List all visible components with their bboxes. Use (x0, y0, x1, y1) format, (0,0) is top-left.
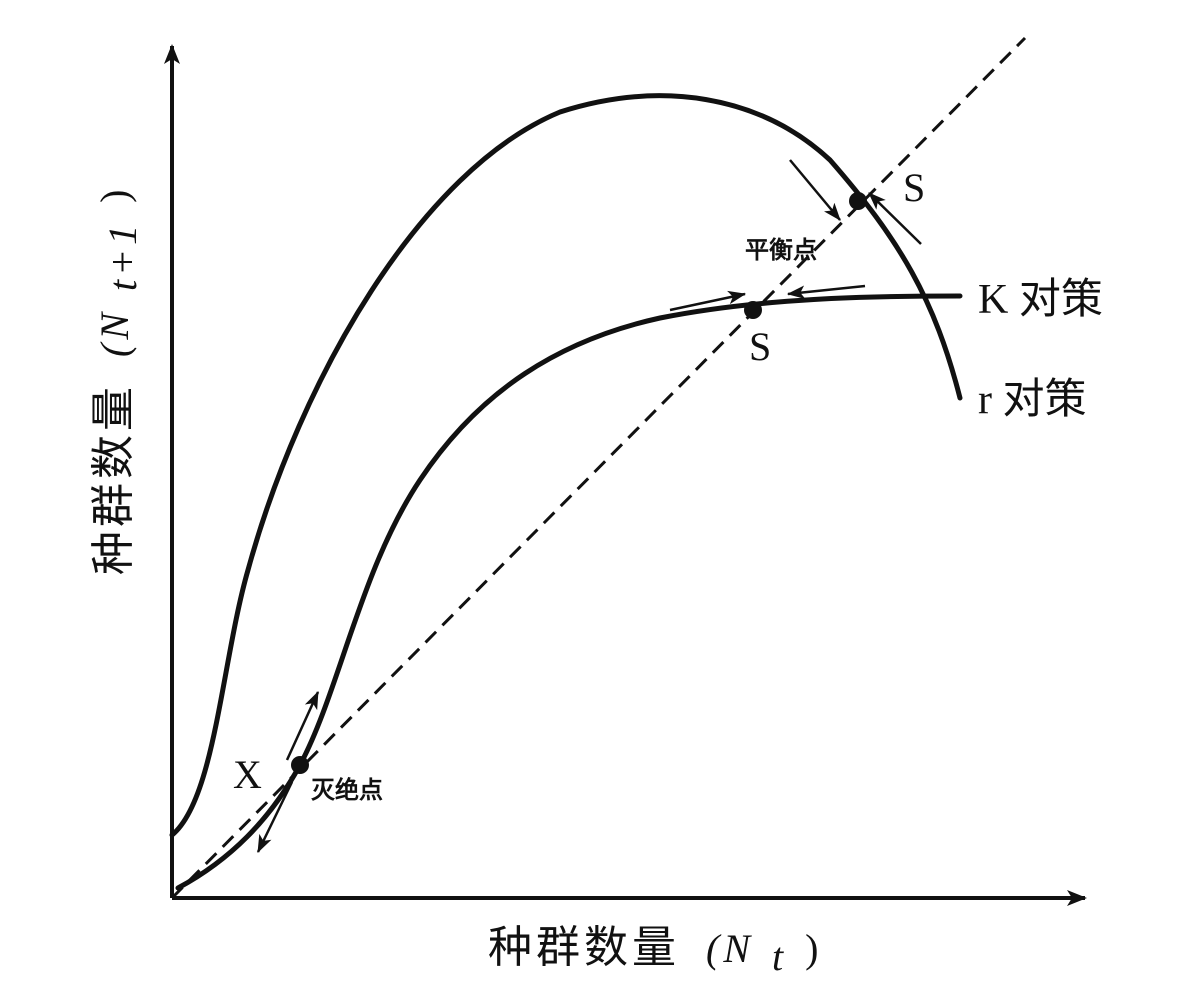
extinction-point-label: 灭绝点 (311, 776, 383, 804)
r-strategy-label: r 对策 (978, 377, 1087, 423)
y-axis-symbol: (N (92, 309, 137, 357)
k-right-arrow (786, 284, 866, 299)
x-axis-subscript: t (772, 934, 787, 979)
r-strategy-curve (169, 93, 963, 838)
replacement-diagonal-line (170, 36, 1027, 900)
extinction-down-arrow (256, 781, 294, 854)
r-lower-arrow (868, 192, 922, 245)
x-axis-close: ) (805, 926, 822, 971)
y-axis-label-text: 种群数量 (88, 383, 139, 575)
extinction-up-arrow (285, 690, 320, 761)
r-upper-arrow (789, 159, 841, 221)
equilibrium-point-label: 平衡点 (745, 236, 817, 264)
r-stable-marker: S (903, 165, 925, 210)
k-stable-marker: S (749, 324, 771, 369)
x-axis-label: 种群数量 (N t ) (488, 922, 822, 981)
x-axis-symbol: (N (706, 926, 754, 971)
extinction-point (291, 756, 309, 774)
k-stable-equilibrium-point (744, 301, 762, 319)
y-axis-subscript: t+1 (100, 221, 145, 291)
extinction-marker: X (233, 752, 262, 797)
k-left-arrow (669, 290, 747, 312)
x-axis-label-text: 种群数量 (488, 922, 680, 973)
y-axis-label: 种群数量 (N t+1 ) (88, 186, 147, 575)
k-strategy-curve (175, 293, 963, 891)
y-axis-close: ) (92, 186, 137, 203)
k-strategy-label: K 对策 (978, 277, 1103, 323)
r-stable-equilibrium-point (849, 192, 867, 210)
